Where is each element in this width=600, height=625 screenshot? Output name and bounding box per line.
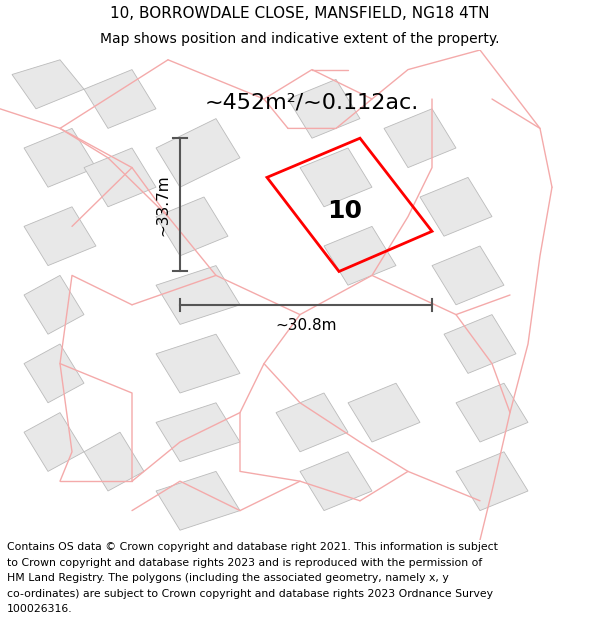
Polygon shape xyxy=(444,314,516,373)
Polygon shape xyxy=(24,207,96,266)
Polygon shape xyxy=(276,393,348,452)
Text: ~33.7m: ~33.7m xyxy=(156,174,170,236)
Polygon shape xyxy=(24,412,84,471)
Polygon shape xyxy=(24,128,96,188)
Text: HM Land Registry. The polygons (including the associated geometry, namely x, y: HM Land Registry. The polygons (includin… xyxy=(7,573,449,583)
Polygon shape xyxy=(300,452,372,511)
Polygon shape xyxy=(156,266,240,324)
Polygon shape xyxy=(156,119,240,188)
Polygon shape xyxy=(456,452,528,511)
Text: to Crown copyright and database rights 2023 and is reproduced with the permissio: to Crown copyright and database rights 2… xyxy=(7,558,482,568)
Text: Map shows position and indicative extent of the property.: Map shows position and indicative extent… xyxy=(100,32,500,46)
Polygon shape xyxy=(156,471,240,530)
Polygon shape xyxy=(384,109,456,168)
Text: ~30.8m: ~30.8m xyxy=(275,318,337,333)
Polygon shape xyxy=(420,177,492,236)
Text: 100026316.: 100026316. xyxy=(7,604,73,614)
Polygon shape xyxy=(84,432,144,491)
Polygon shape xyxy=(288,79,360,138)
Polygon shape xyxy=(156,197,228,256)
Polygon shape xyxy=(348,383,420,442)
Polygon shape xyxy=(324,226,396,285)
Text: co-ordinates) are subject to Crown copyright and database rights 2023 Ordnance S: co-ordinates) are subject to Crown copyr… xyxy=(7,589,493,599)
Polygon shape xyxy=(432,246,504,305)
Polygon shape xyxy=(84,69,156,128)
Polygon shape xyxy=(156,402,240,462)
Text: ~452m²/~0.112ac.: ~452m²/~0.112ac. xyxy=(205,93,419,113)
Polygon shape xyxy=(84,148,156,207)
Polygon shape xyxy=(156,334,240,393)
Polygon shape xyxy=(24,276,84,334)
Text: 10: 10 xyxy=(328,199,362,222)
Polygon shape xyxy=(12,60,84,109)
Polygon shape xyxy=(456,383,528,442)
Polygon shape xyxy=(300,148,372,207)
Polygon shape xyxy=(24,344,84,402)
Text: Contains OS data © Crown copyright and database right 2021. This information is : Contains OS data © Crown copyright and d… xyxy=(7,542,498,552)
Text: 10, BORROWDALE CLOSE, MANSFIELD, NG18 4TN: 10, BORROWDALE CLOSE, MANSFIELD, NG18 4T… xyxy=(110,6,490,21)
